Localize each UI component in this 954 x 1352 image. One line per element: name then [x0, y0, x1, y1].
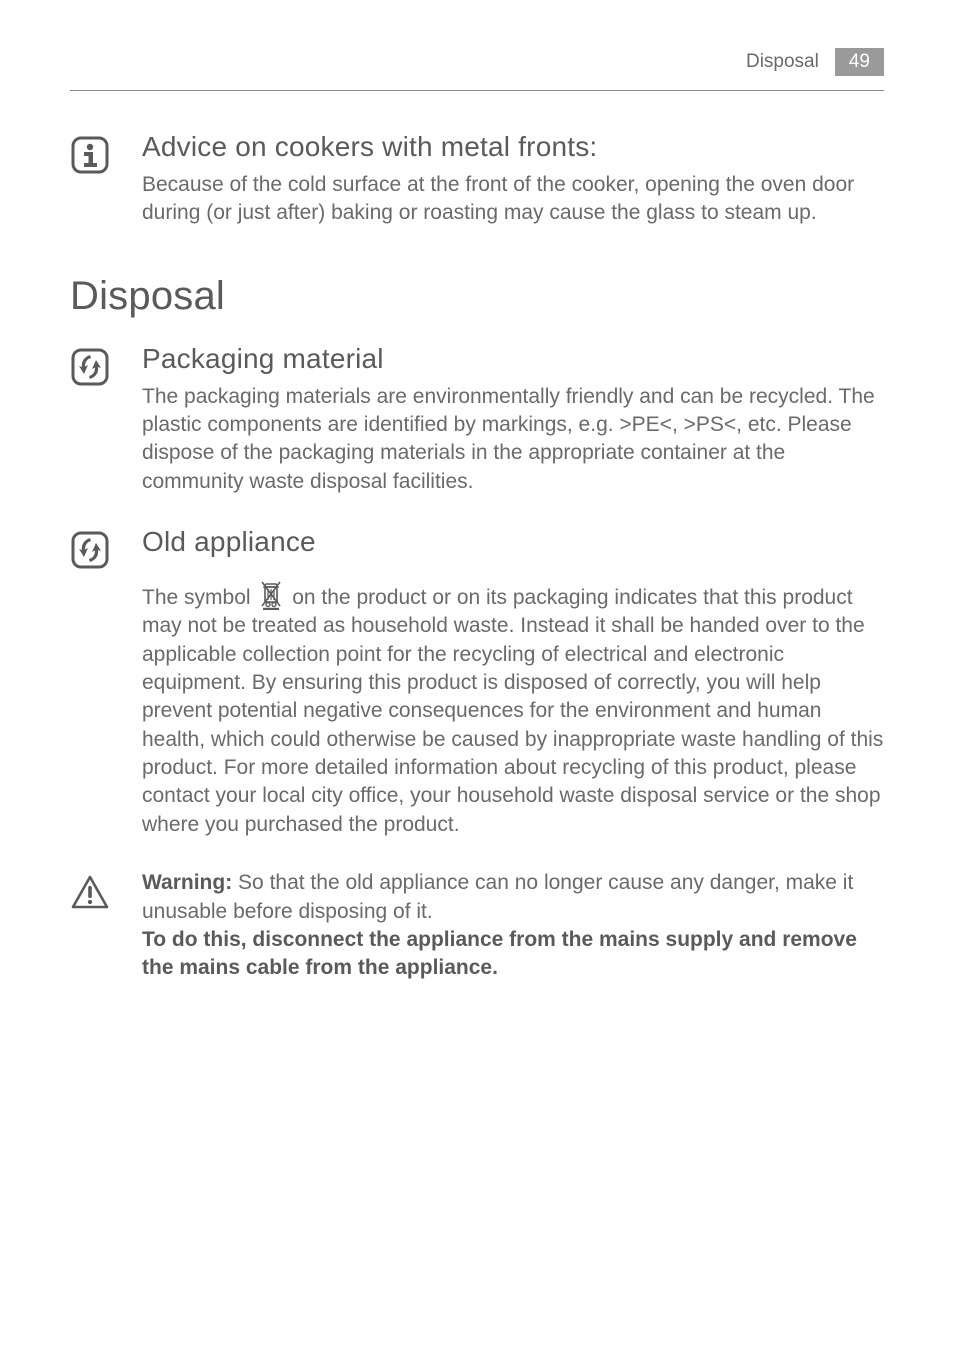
packaging-section: Packaging material The packaging materia… [70, 343, 884, 518]
warning-bold-line: To do this, disconnect the appliance fro… [142, 928, 857, 979]
old-appliance-body-post: on the product or on its packaging indic… [142, 586, 883, 836]
warning-section: Warning: So that the old appliance can n… [70, 869, 884, 1004]
header-rule [70, 90, 884, 91]
advice-body: Because of the cold surface at the front… [142, 171, 884, 228]
packaging-body: The packaging materials are environmenta… [142, 383, 884, 496]
warning-body: Warning: So that the old appliance can n… [142, 869, 884, 982]
recycle-icon [70, 347, 142, 387]
packaging-title: Packaging material [142, 343, 884, 375]
advice-title: Advice on cookers with metal fronts: [142, 131, 884, 163]
header-section-label: Disposal [746, 51, 819, 73]
page-number-badge: 49 [835, 48, 884, 76]
weee-bin-icon [256, 580, 286, 610]
old-appliance-section: Old appliance The symbol [70, 526, 884, 861]
warning-label: Warning: [142, 871, 232, 894]
info-icon [70, 135, 142, 175]
disposal-heading: Disposal [70, 274, 884, 319]
warning-icon [70, 873, 142, 913]
old-appliance-body-pre: The symbol [142, 586, 256, 609]
advice-section: Advice on cookers with metal fronts: Bec… [70, 131, 884, 250]
old-appliance-body: The symbol on the pr [142, 580, 884, 839]
recycle-icon [70, 530, 142, 570]
old-appliance-title: Old appliance [142, 526, 884, 558]
warning-text: So that the old appliance can no longer … [142, 871, 853, 922]
page-header: Disposal 49 [70, 48, 884, 76]
